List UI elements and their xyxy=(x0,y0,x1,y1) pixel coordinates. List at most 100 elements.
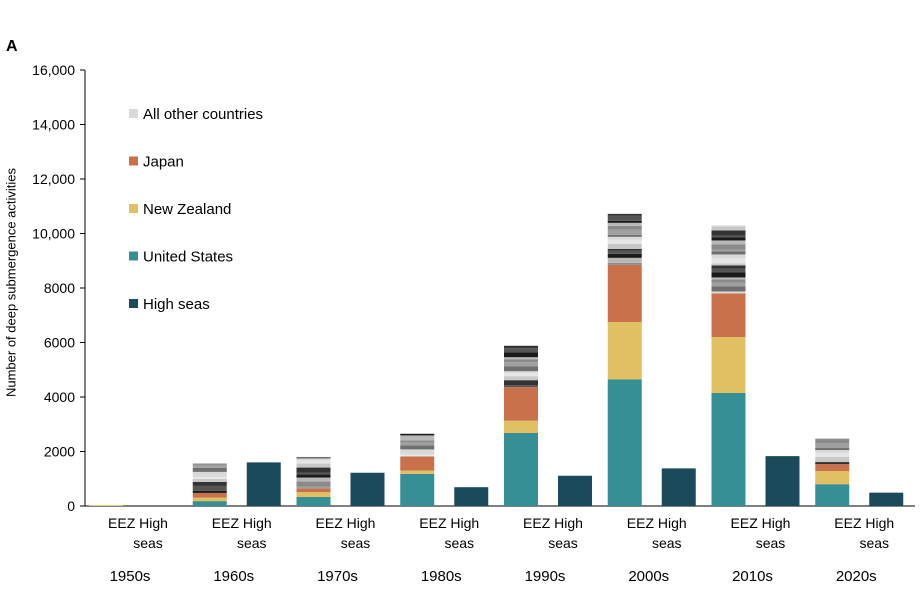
stripe xyxy=(504,359,538,363)
stripe xyxy=(711,225,746,227)
stripe xyxy=(815,450,850,454)
stripe xyxy=(607,234,642,237)
stripe xyxy=(296,458,331,461)
stripe xyxy=(400,449,435,455)
stripe xyxy=(296,456,331,459)
decade-label: 2020s xyxy=(836,568,877,585)
bar-segment-united-states xyxy=(296,497,331,506)
stripe xyxy=(815,462,850,465)
stripe xyxy=(815,443,850,449)
bar-label-top: EEZ High xyxy=(627,515,687,531)
bar-label-top: EEZ High xyxy=(731,515,791,531)
legend-label: United States xyxy=(143,249,233,266)
stripe xyxy=(504,373,538,377)
bar-label-top: EEZ High xyxy=(523,515,583,531)
bar-segment-united-states xyxy=(607,379,642,506)
bar-segment-all-other-countries xyxy=(296,456,331,489)
bar-high-seas xyxy=(454,487,489,506)
bar-segment-japan xyxy=(192,492,227,498)
bar-segment-all-other-countries xyxy=(400,433,435,457)
decade-label: 1980s xyxy=(421,568,462,585)
stripe xyxy=(711,272,746,278)
stripe xyxy=(711,263,746,266)
stripe xyxy=(192,476,227,479)
bar-segment-united-states xyxy=(815,484,850,506)
stripe xyxy=(607,225,642,230)
decade-label: 2010s xyxy=(732,568,773,585)
y-tick-label: 2000 xyxy=(44,444,75,460)
bar-label-bottom: seas xyxy=(652,535,682,551)
stripe xyxy=(400,435,435,441)
stripe xyxy=(296,463,331,468)
bar-label-top: EEZ High xyxy=(316,515,376,531)
stripe xyxy=(504,362,538,367)
bar-segment-japan xyxy=(296,488,331,493)
stripe xyxy=(192,485,227,491)
decade-label: 2000s xyxy=(628,568,669,585)
legend-label: All other countries xyxy=(143,106,263,123)
decade-label: 1950s xyxy=(110,568,151,585)
bar-segment-all-other-countries xyxy=(504,345,538,388)
stripe xyxy=(400,442,435,446)
legend-swatch xyxy=(129,109,138,118)
bar-segment-new-zealand xyxy=(607,322,642,380)
legend-label: Japan xyxy=(143,154,184,171)
stripe xyxy=(711,235,746,238)
stripe xyxy=(815,439,850,444)
bar-segment-new-zealand xyxy=(400,470,435,474)
bar-segment-japan xyxy=(815,464,850,472)
stripe xyxy=(711,249,746,252)
bar-segment-new-zealand xyxy=(504,420,538,433)
bar-label-bottom: seas xyxy=(237,535,267,551)
stripe xyxy=(192,464,227,468)
y-tick-label: 0 xyxy=(67,498,75,514)
stripe xyxy=(504,352,538,358)
stripe xyxy=(296,481,331,487)
stripe xyxy=(607,215,642,221)
stripe xyxy=(504,366,538,372)
stripe xyxy=(504,357,538,360)
legend-swatch xyxy=(129,251,138,261)
stripe xyxy=(504,345,538,349)
stripe xyxy=(711,240,746,245)
bar-segment-new-zealand xyxy=(192,497,227,502)
stripe xyxy=(711,254,746,259)
stripe xyxy=(192,490,227,493)
bar-segment-united-states xyxy=(504,432,538,506)
bar-segment-japan xyxy=(607,264,642,323)
stripe xyxy=(607,250,642,254)
stripe xyxy=(711,258,746,264)
stripe xyxy=(711,226,746,231)
stripe xyxy=(296,474,331,478)
decade-label: 1970s xyxy=(317,568,358,585)
y-tick-label: 4000 xyxy=(44,389,75,405)
stripe xyxy=(607,262,642,265)
legend-label: New Zealand xyxy=(143,201,231,218)
bar-segment-japan xyxy=(400,456,435,471)
bar-segment-united-states xyxy=(400,473,435,506)
bar-high-seas xyxy=(765,456,800,506)
stripe xyxy=(711,282,746,287)
bar-segment-japan xyxy=(711,293,746,338)
bar-high-seas xyxy=(869,492,904,506)
bar-segment-new-zealand xyxy=(711,337,746,393)
bar-label-top: EEZ High xyxy=(212,515,272,531)
decade-label: 1990s xyxy=(525,568,566,585)
bar-segment-united-states xyxy=(711,392,746,506)
bar-segment-japan xyxy=(504,387,538,421)
stripe xyxy=(815,438,850,440)
bar-segment-all-other-countries xyxy=(711,225,746,294)
stripe xyxy=(296,486,331,489)
stripe xyxy=(400,454,435,457)
bar-label-top: EEZ High xyxy=(834,515,894,531)
y-tick-label: 10,000 xyxy=(32,226,75,242)
bar-label-bottom: seas xyxy=(548,535,578,551)
stripe xyxy=(607,222,642,226)
bar-high-seas xyxy=(661,468,696,506)
stripe xyxy=(815,448,850,451)
stripe xyxy=(504,376,538,381)
axes: 0 2000 4000 6000 8000 10,000 12,000 14,000 16,00… xyxy=(32,62,915,514)
bar-high-seas xyxy=(350,472,385,506)
bar-label-bottom: seas xyxy=(341,535,371,551)
